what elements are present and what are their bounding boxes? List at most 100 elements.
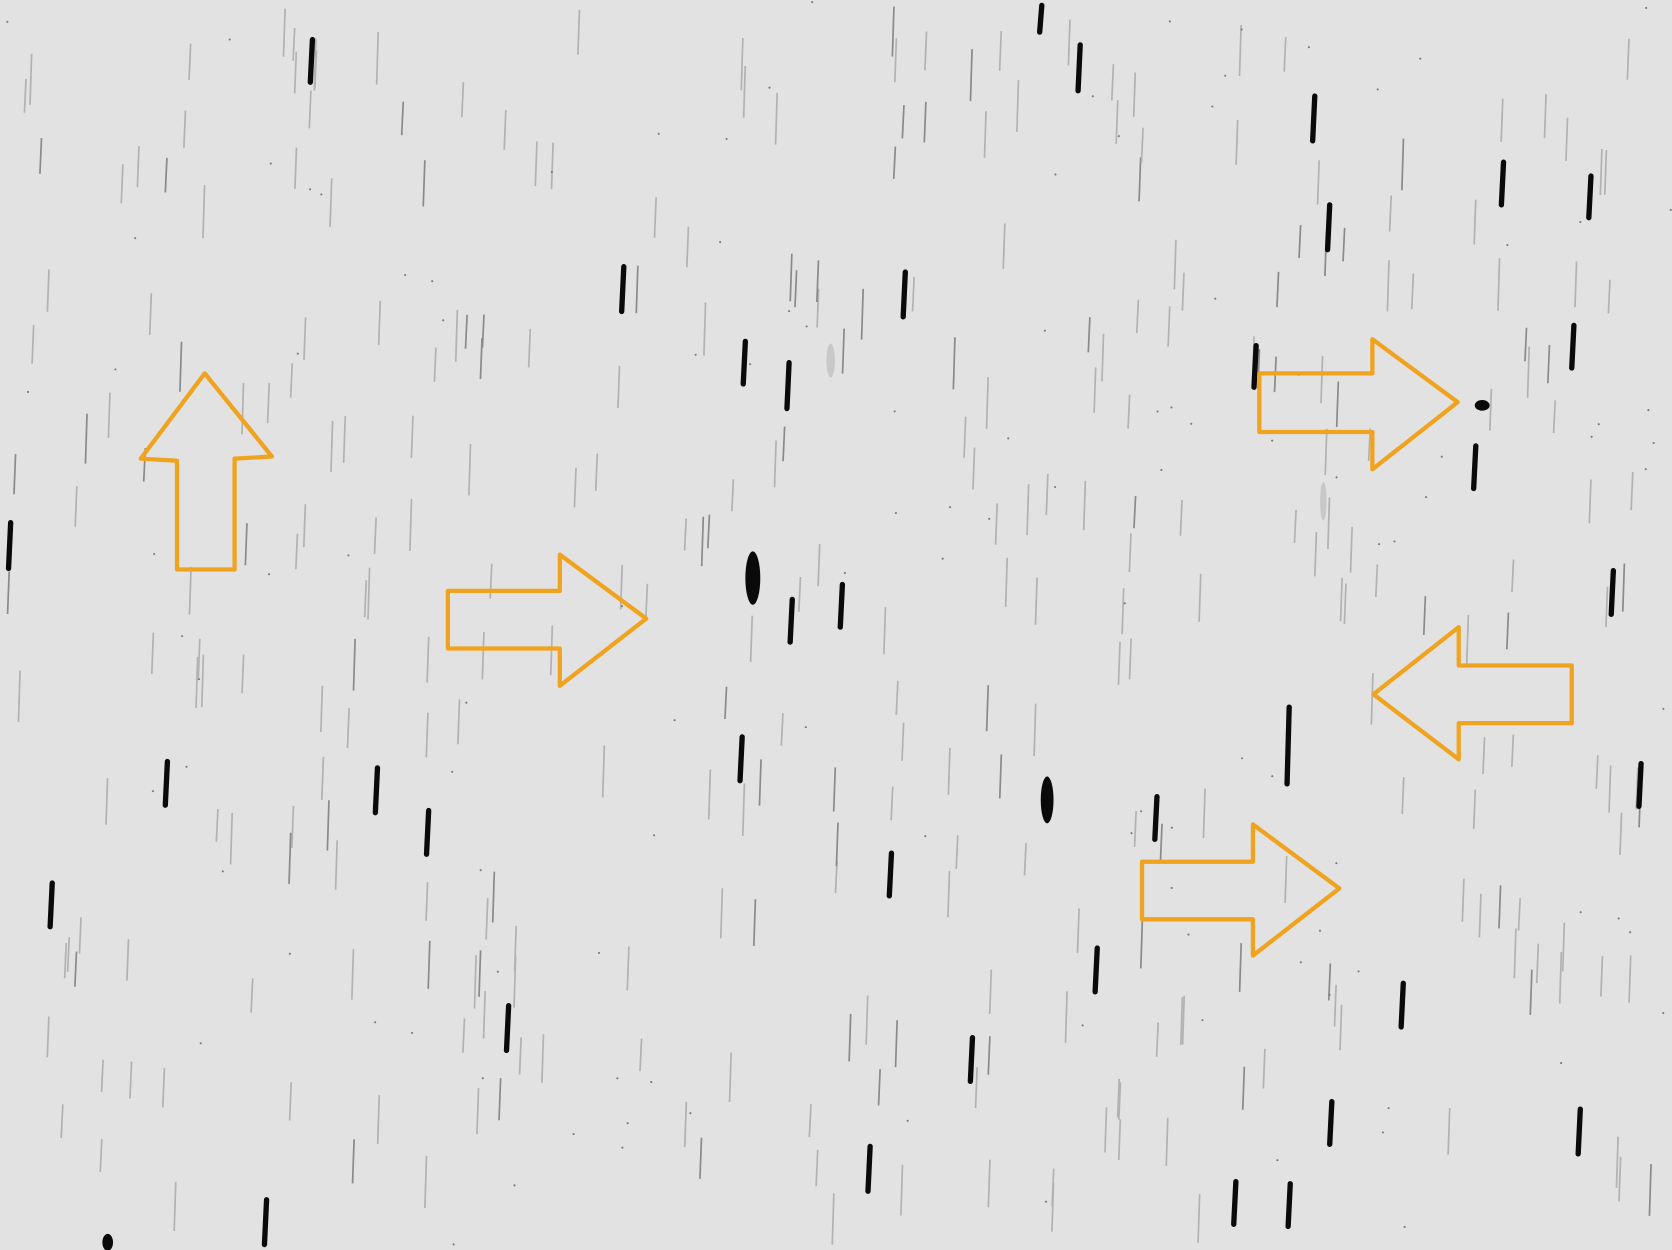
star-trail [507, 1006, 509, 1051]
faint-star [1170, 406, 1172, 408]
faint-star [949, 506, 951, 508]
faint-star [480, 869, 482, 871]
faint-star [768, 87, 770, 89]
star-trail [840, 584, 842, 627]
faint-star [297, 353, 299, 355]
faint-star [347, 554, 349, 556]
faint-star [1241, 29, 1243, 31]
faint-star [1140, 810, 1142, 812]
faint-star [1271, 775, 1273, 777]
star-trail [622, 267, 624, 312]
star-trail [1474, 446, 1476, 489]
star-trail [1639, 764, 1641, 807]
faint-star [482, 1077, 484, 1079]
faint-star [1560, 1062, 1562, 1064]
faint-star [1241, 757, 1243, 759]
faint-star [806, 325, 808, 327]
faint-star [1358, 970, 1360, 972]
star-trail [970, 1038, 972, 1082]
faint-star [719, 241, 721, 243]
faint-star [1319, 930, 1321, 932]
faint-star [1054, 486, 1056, 488]
faint-star [695, 354, 697, 356]
faint-star [1382, 1131, 1384, 1133]
sky-background [0, 0, 1672, 1250]
faint-star [1388, 1107, 1390, 1109]
faint-smudge [1320, 482, 1326, 520]
star-trail [1330, 1102, 1332, 1145]
faint-star [374, 1021, 376, 1023]
faint-star [811, 1, 813, 3]
faint-star [1124, 602, 1126, 604]
faint-star [289, 953, 291, 955]
faint-star [1591, 436, 1593, 438]
faint-star [1308, 46, 1310, 48]
star-trail [889, 853, 891, 896]
faint-star [895, 512, 897, 514]
faint-star [1506, 244, 1508, 246]
faint-star [1201, 1019, 1203, 1021]
star-trail [1040, 5, 1042, 32]
faint-star [1187, 934, 1189, 936]
faint-star [1171, 887, 1173, 889]
faint-star [431, 280, 433, 282]
faint-star [674, 719, 676, 721]
faint-star [229, 38, 231, 40]
faint-star [1214, 298, 1216, 300]
star-trail [1287, 707, 1289, 784]
faint-star [1271, 440, 1273, 442]
star-trail [1288, 1184, 1290, 1227]
faint-star [1393, 540, 1395, 542]
galaxy [745, 551, 760, 604]
faint-star [152, 790, 154, 792]
faint-star [1662, 1012, 1664, 1014]
faint-star [1156, 410, 1158, 412]
faint-star [1328, 994, 1330, 996]
star-trail [1254, 346, 1256, 388]
faint-star [114, 368, 116, 370]
bright-star [1041, 776, 1054, 823]
faint-star [621, 605, 623, 607]
faint-star [465, 702, 467, 704]
star-trail [743, 341, 745, 384]
faint-star [497, 971, 499, 973]
star-trail [1611, 571, 1613, 615]
star-trail [1501, 162, 1503, 205]
star-trail [1095, 948, 1097, 992]
faint-star [653, 834, 655, 836]
star-trail [740, 737, 742, 781]
star-trail [1328, 205, 1330, 250]
faint-star [689, 1112, 691, 1114]
faint-star [788, 310, 790, 312]
faint-star [551, 171, 553, 173]
star-trail [903, 272, 905, 317]
faint-star [907, 1120, 909, 1122]
faint-star [1580, 911, 1582, 913]
star-trail [868, 1146, 870, 1191]
star-trail [1078, 45, 1080, 91]
faint-star [1335, 476, 1337, 478]
faint-star [1211, 105, 1213, 107]
faint-star [1224, 75, 1226, 77]
sky-image [0, 0, 1672, 1250]
star-trail [50, 883, 52, 927]
faint-star [1377, 88, 1379, 90]
faint-star [198, 678, 200, 680]
faint-star [1419, 58, 1421, 60]
faint-star [181, 635, 183, 637]
faint-star [1118, 135, 1120, 137]
faint-star [1425, 496, 1427, 498]
faint-star [1335, 862, 1337, 864]
page: (() => { const NS = 'http://www.w3.org/2… [0, 0, 1672, 1250]
faint-star [320, 193, 322, 195]
faint-star [1044, 330, 1046, 332]
star-trail [1313, 96, 1315, 141]
faint-star [1171, 827, 1173, 829]
faint-star [1404, 1226, 1406, 1228]
faint-star [134, 237, 136, 239]
faint-star [1598, 423, 1600, 425]
faint-star [1130, 832, 1132, 834]
faint-star [411, 1032, 413, 1034]
faint-star [1378, 543, 1380, 545]
faint-star [404, 274, 406, 276]
